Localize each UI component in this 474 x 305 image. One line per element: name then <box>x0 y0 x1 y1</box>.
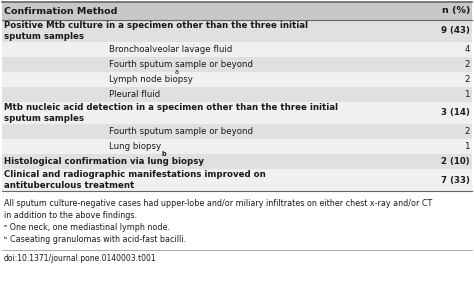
Bar <box>2 169 472 191</box>
Bar <box>2 20 472 42</box>
Text: Lung biopsy: Lung biopsy <box>109 142 161 151</box>
Text: doi:10.1371/journal.pone.0140003.t001: doi:10.1371/journal.pone.0140003.t001 <box>4 254 156 263</box>
Text: 4: 4 <box>465 45 470 54</box>
Bar <box>2 102 472 124</box>
Text: Pleural fluid: Pleural fluid <box>109 90 160 99</box>
Text: n (%): n (%) <box>442 6 470 16</box>
Text: Clinical and radiographic manifestations improved on
antituberculous treatment: Clinical and radiographic manifestations… <box>4 170 266 190</box>
Text: ᵃ One neck, one mediastinal lymph node.: ᵃ One neck, one mediastinal lymph node. <box>4 223 170 232</box>
Text: a: a <box>174 69 178 75</box>
Bar <box>2 124 472 139</box>
Text: Bronchoalveolar lavage fluid: Bronchoalveolar lavage fluid <box>109 45 232 54</box>
Text: b: b <box>162 151 166 157</box>
Text: Positive Mtb culture in a specimen other than the three initial
sputum samples: Positive Mtb culture in a specimen other… <box>4 21 308 41</box>
Text: 9 (43): 9 (43) <box>441 27 470 35</box>
Bar <box>2 2 472 20</box>
Text: in addition to the above findings.: in addition to the above findings. <box>4 211 137 220</box>
Text: Fourth sputum sample or beyond: Fourth sputum sample or beyond <box>109 60 253 69</box>
Text: 7 (33): 7 (33) <box>441 175 470 185</box>
Text: 1: 1 <box>465 142 470 151</box>
Text: 1: 1 <box>465 90 470 99</box>
Text: 2 (10): 2 (10) <box>441 157 470 166</box>
Text: ᵇ Caseating granulomas with acid-fast bacilli.: ᵇ Caseating granulomas with acid-fast ba… <box>4 235 186 244</box>
Text: Fourth sputum sample or beyond: Fourth sputum sample or beyond <box>109 127 253 136</box>
Text: 2: 2 <box>465 127 470 136</box>
Bar <box>2 42 472 57</box>
Bar <box>2 57 472 72</box>
Bar <box>2 72 472 87</box>
Bar <box>2 139 472 154</box>
Text: Mtb nucleic acid detection in a specimen other than the three initial
sputum sam: Mtb nucleic acid detection in a specimen… <box>4 103 338 123</box>
Text: 3 (14): 3 (14) <box>441 109 470 117</box>
Text: 2: 2 <box>465 75 470 84</box>
Text: Histological confirmation via lung biopsy: Histological confirmation via lung biops… <box>4 157 204 166</box>
Text: Lymph node biopsy: Lymph node biopsy <box>109 75 193 84</box>
Text: Confirmation Method: Confirmation Method <box>4 6 118 16</box>
Text: 2: 2 <box>465 60 470 69</box>
Bar <box>2 87 472 102</box>
Bar <box>2 154 472 169</box>
Text: All sputum culture-negative cases had upper-lobe and/or miliary infiltrates on e: All sputum culture-negative cases had up… <box>4 199 432 208</box>
